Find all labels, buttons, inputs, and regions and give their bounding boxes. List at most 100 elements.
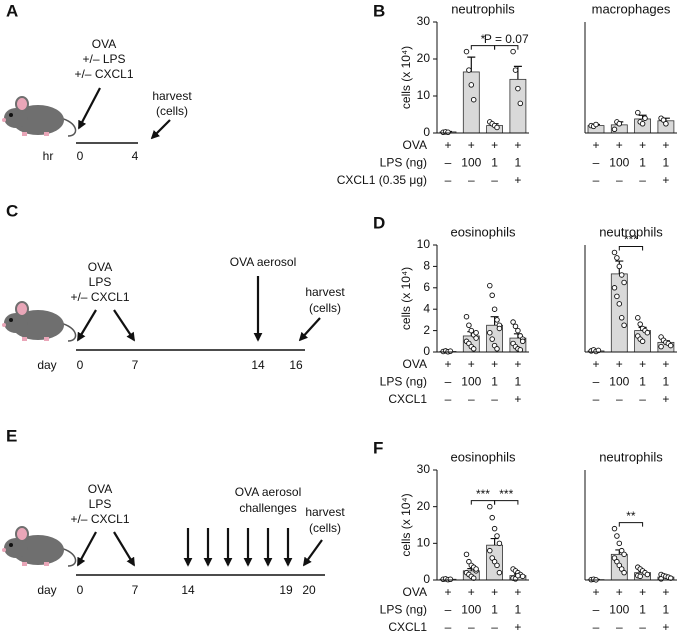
- data-point: [494, 533, 500, 539]
- condition-cell: +: [592, 357, 599, 371]
- significance-label: P = 0.07: [484, 32, 529, 46]
- timeline-unit: day: [37, 358, 56, 372]
- condition-cell: +: [491, 585, 498, 599]
- error-bar: [513, 65, 522, 80]
- condition-cell: +: [592, 585, 599, 599]
- data-point: [614, 255, 620, 261]
- condition-cell: +: [514, 620, 521, 634]
- condition-cell: –: [445, 156, 452, 170]
- condition-cell: 100: [461, 603, 481, 617]
- bar-chart: eosinophils cells (x 10⁴) 0 2 4 6 8 10: [399, 224, 529, 358]
- significance-bracket: [494, 45, 519, 50]
- condition-cell: 1: [515, 603, 522, 617]
- arrow: [78, 87, 101, 130]
- condition-cell: –: [468, 392, 475, 406]
- chart-title: neutrophils: [599, 449, 663, 464]
- timeline-text: +/– CXCL1: [74, 67, 133, 81]
- condition-cell: –: [491, 173, 498, 187]
- condition-cell: 100: [609, 156, 629, 170]
- y-tick-label: 6: [423, 280, 430, 294]
- data-point: [621, 322, 627, 329]
- condition-cell: +: [639, 138, 646, 152]
- condition-cell: –: [491, 392, 498, 406]
- bar-chart: neutrophils***: [584, 224, 677, 355]
- y-axis-label: cells (x 10⁴): [399, 493, 413, 556]
- timeline-tick: 0: [77, 149, 84, 163]
- y-tick-label: 0: [423, 344, 430, 358]
- timeline-text: OVA aerosol: [230, 255, 296, 269]
- data-point: [496, 325, 503, 332]
- significance-bracket: [618, 245, 644, 251]
- significance-bracket: [618, 522, 644, 527]
- condition-cell: –: [593, 603, 600, 617]
- condition-cell: –: [593, 620, 600, 634]
- condition-cell: +: [468, 138, 475, 152]
- timeline-text: harvest: [305, 505, 345, 519]
- y-tick-label: 0: [423, 572, 430, 586]
- challenge-arrows: [183, 528, 293, 567]
- significance-label: ***: [624, 233, 638, 247]
- data-point: [660, 117, 667, 123]
- chart-title: neutrophils: [451, 1, 515, 16]
- condition-cell: –: [445, 173, 452, 187]
- condition-cell: 100: [609, 603, 629, 617]
- data-point: [517, 347, 524, 353]
- data-point: [658, 576, 664, 582]
- significance-bracket: [470, 500, 496, 505]
- data-point: [463, 48, 470, 55]
- arrow: [150, 119, 171, 140]
- data-point: [487, 329, 493, 336]
- condition-cell: –: [593, 392, 600, 406]
- panel-letter: B: [373, 1, 385, 20]
- condition-cell: 100: [461, 156, 481, 170]
- condition-cell: –: [616, 620, 623, 634]
- condition-cell: +: [514, 585, 521, 599]
- data-point: [466, 558, 472, 565]
- data-point: [616, 301, 623, 307]
- timeline-text: (cells): [309, 521, 341, 535]
- condition-label: OVA: [403, 138, 427, 152]
- panel-letter: C: [6, 201, 18, 220]
- condition-cell: +: [662, 173, 669, 187]
- data-point: [644, 329, 651, 336]
- data-point: [496, 540, 503, 547]
- condition-cell: 1: [663, 156, 670, 170]
- mouse-icon: [1, 301, 77, 342]
- condition-cell: –: [491, 620, 498, 634]
- data-point: [519, 338, 526, 345]
- bar-chart: eosinophils cells (x 10⁴) 0 10 20 30 *** ***: [399, 449, 529, 586]
- timeline-text: LPS: [89, 497, 112, 511]
- y-tick-label: 20: [417, 499, 431, 513]
- condition-cell: 1: [663, 375, 670, 389]
- timeline-tick: 0: [77, 358, 84, 372]
- timeline-text: OVA aerosol: [235, 485, 301, 499]
- timeline-tick: 0: [77, 583, 84, 597]
- data-point: [658, 343, 664, 350]
- y-tick-label: 0: [423, 125, 430, 139]
- bar: [462, 71, 480, 134]
- condition-cell: –: [639, 392, 646, 406]
- timeline-tick: 7: [132, 583, 139, 597]
- condition-cell: 1: [639, 375, 646, 389]
- significance-bracket: [470, 45, 496, 50]
- bar-chart: macrophages: [584, 1, 677, 134]
- condition-cell: +: [616, 357, 623, 371]
- data-point: [487, 282, 493, 289]
- data-point: [512, 67, 519, 73]
- data-point: [644, 571, 651, 578]
- data-point: [614, 293, 620, 300]
- bar-chart: neutrophils cells (x 10⁴) 0 10 20 30 *P = 0.07: [399, 1, 529, 139]
- data-point: [466, 322, 472, 329]
- condition-label: CXCL1: [388, 392, 427, 406]
- condition-label: OVA: [403, 585, 427, 599]
- significance-label: ***: [499, 487, 513, 501]
- y-tick-label: 8: [423, 259, 430, 273]
- significance-label: **: [626, 509, 636, 523]
- condition-cell: +: [514, 357, 521, 371]
- timeline-tick: 19: [279, 583, 293, 597]
- data-point: [487, 547, 493, 554]
- condition-cell: +: [639, 357, 646, 371]
- data-point: [515, 572, 521, 579]
- data-point: [491, 558, 498, 565]
- data-point: [491, 306, 498, 312]
